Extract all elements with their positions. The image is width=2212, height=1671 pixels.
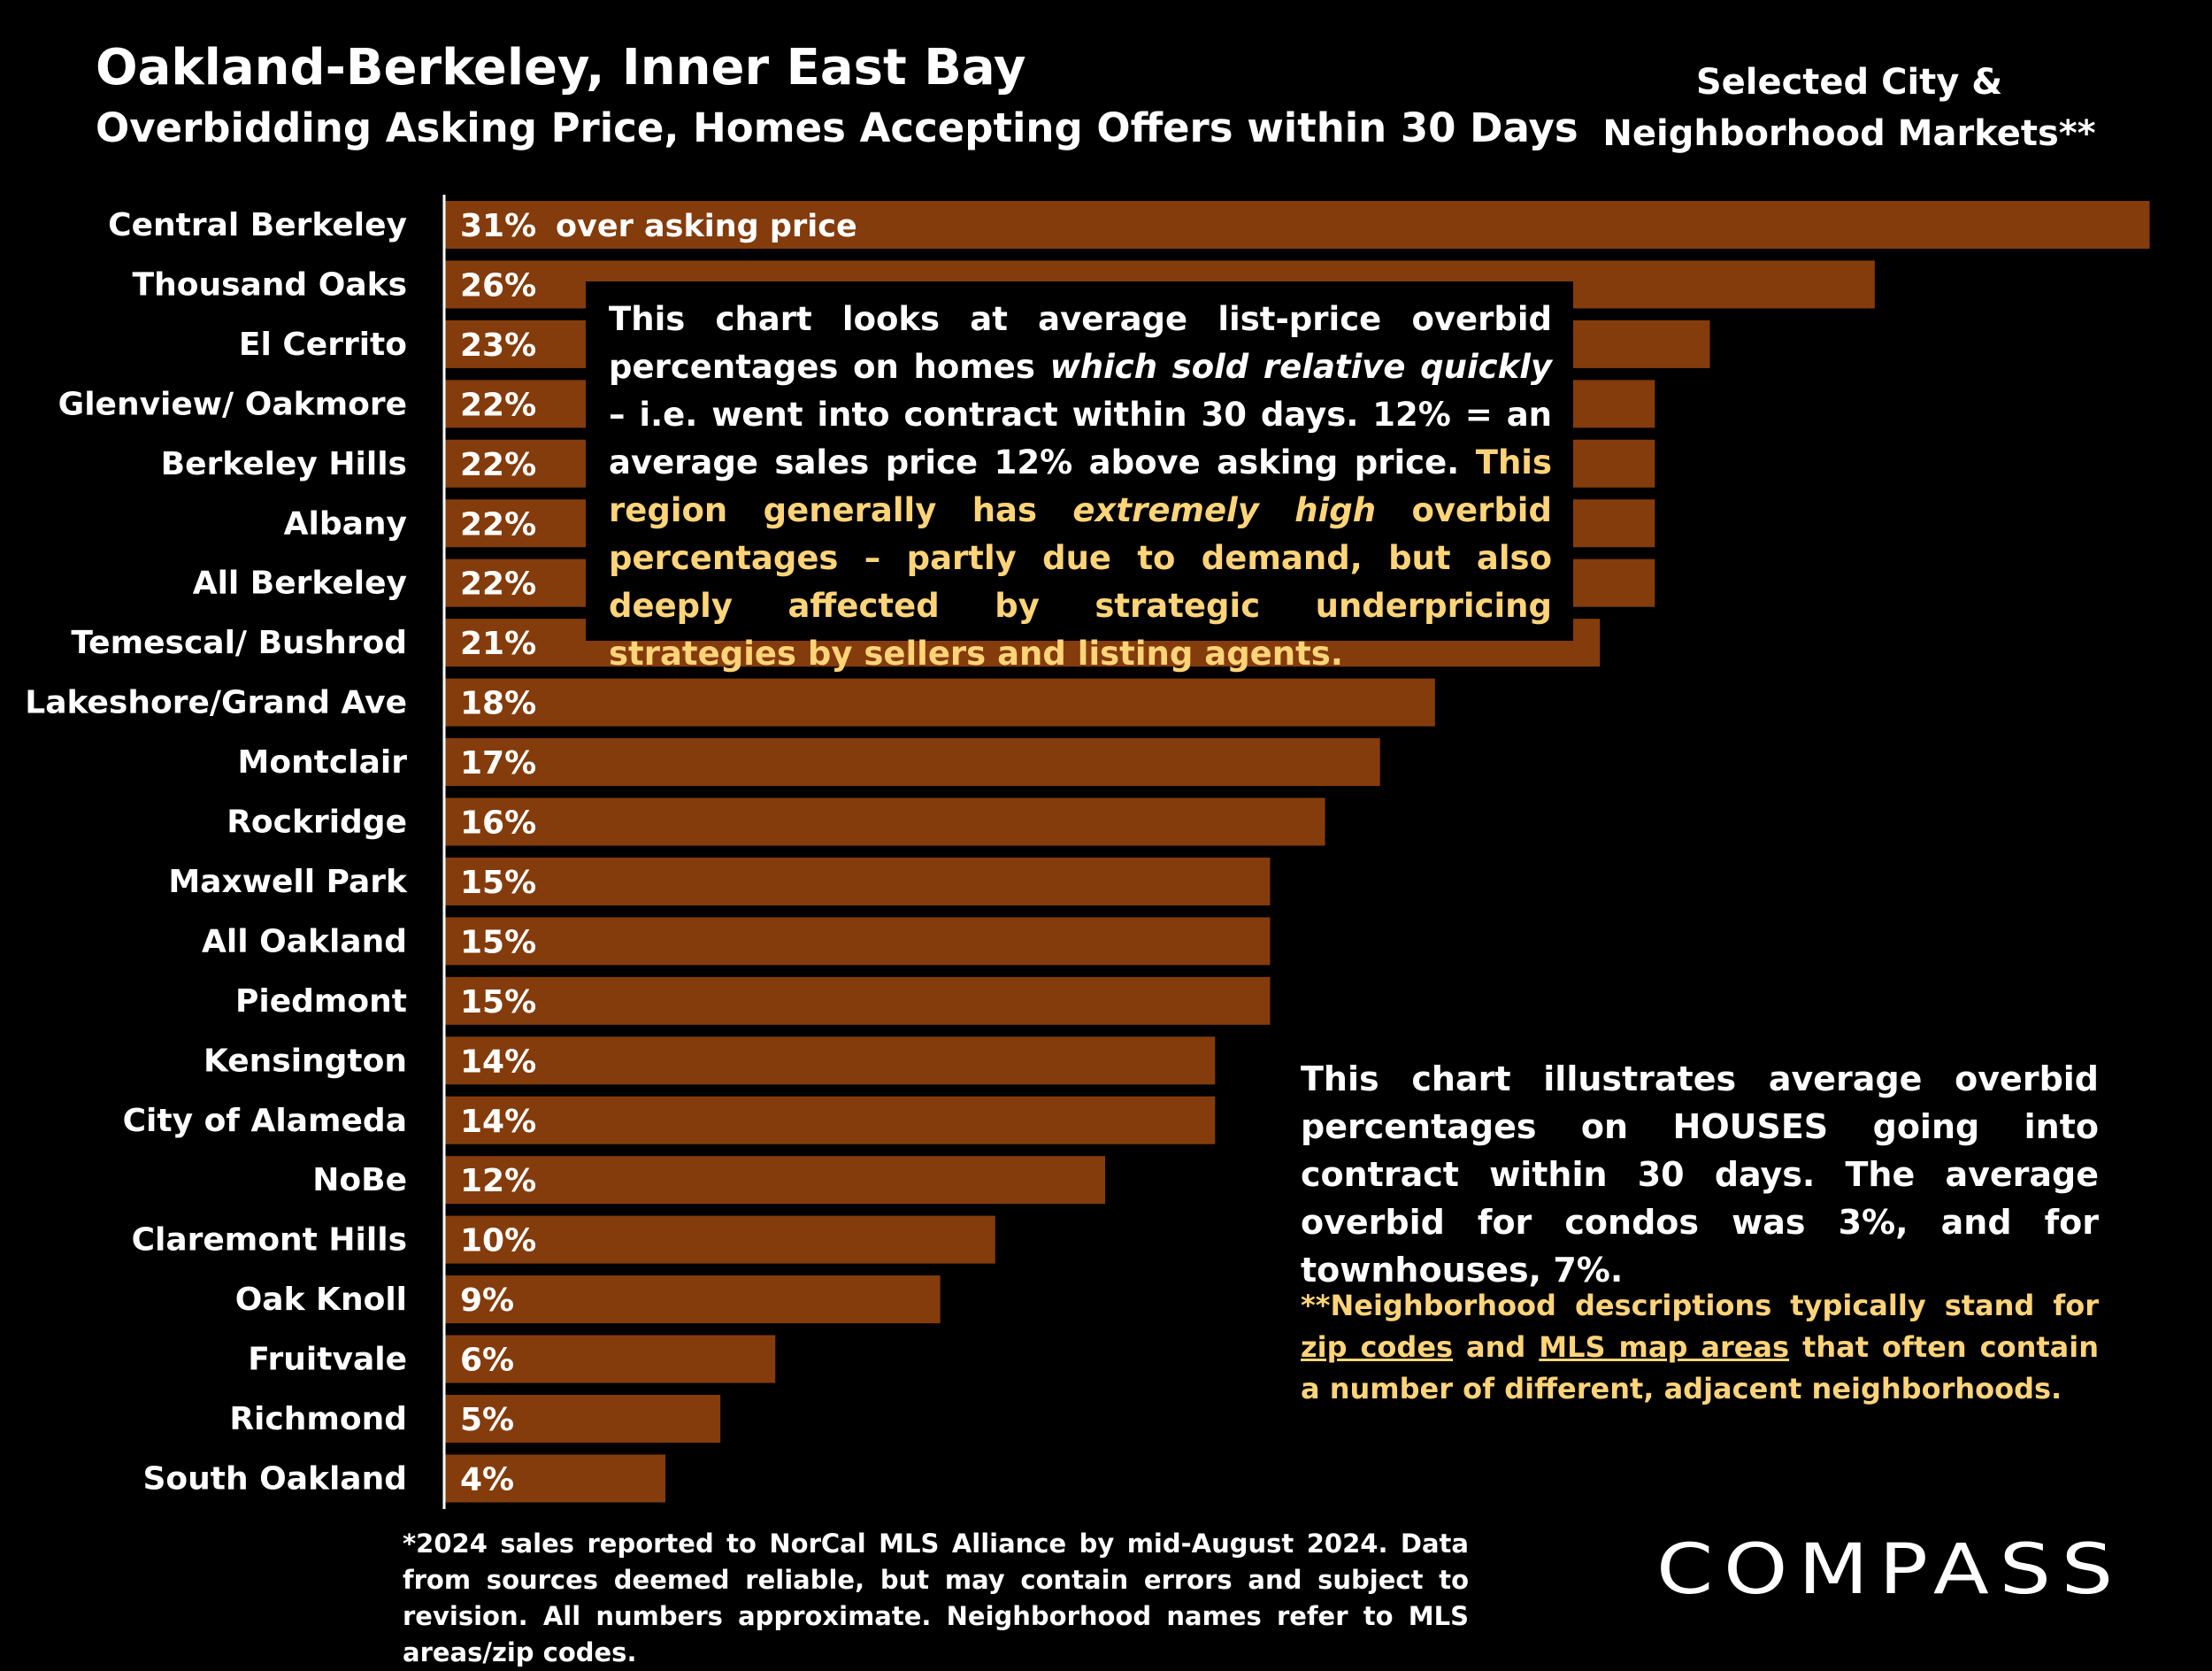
- data-label: 21%: [460, 626, 536, 662]
- footnote: *2024 sales reported to NorCal MLS Allia…: [403, 1529, 1469, 1667]
- neighborhood-note-text-3: that often contain a number of different…: [1301, 1330, 2100, 1405]
- category-label: Lakeshore/Grand Ave: [25, 685, 407, 721]
- bar: [445, 1395, 721, 1443]
- category-label: NoBe: [312, 1162, 407, 1198]
- mls-map-areas-link[interactable]: MLS map areas: [1539, 1330, 1790, 1364]
- data-label: 23%: [460, 327, 536, 364]
- explanation-highlight-1: This region generally has: [609, 443, 1552, 529]
- data-label: 31%: [460, 208, 536, 244]
- category-label: All Berkeley: [193, 566, 407, 602]
- bar: [445, 1096, 1216, 1144]
- bar: [445, 1156, 1106, 1205]
- data-label: 15%: [460, 924, 536, 960]
- houses-note: This chart illustrates average overbid p…: [1301, 1059, 2099, 1290]
- category-label: Central Berkeley: [108, 207, 407, 243]
- category-label: Temescal/ Bushrod: [71, 625, 407, 661]
- data-label: 15%: [460, 984, 536, 1020]
- compass-logo-text: COMPASS: [1656, 1530, 2124, 1606]
- data-label: 22%: [460, 387, 536, 423]
- explanation-text-2: – i.e. went into contract within 30 days…: [609, 396, 1552, 481]
- category-label: Kensington: [204, 1043, 407, 1079]
- category-label: Albany: [284, 505, 407, 542]
- data-label: 18%: [460, 686, 536, 722]
- data-label: 5%: [460, 1402, 514, 1438]
- category-label: Claremont Hills: [132, 1222, 407, 1259]
- selected-markets-label: Selected City & Neighborhood Markets**: [1566, 57, 2132, 159]
- explanation-highlight-2: overbid percentages – partly due to dema…: [609, 491, 1552, 673]
- explanation-box: This chart looks at average list-price o…: [586, 281, 1573, 673]
- bar: [445, 1275, 941, 1324]
- bar: [445, 201, 2150, 249]
- category-label: City of Alameda: [123, 1103, 407, 1139]
- selected-line-1: Selected City &: [1695, 62, 2003, 103]
- zip-codes-link[interactable]: zip codes: [1301, 1330, 1454, 1364]
- category-label: South Oakland: [142, 1460, 407, 1497]
- category-label: El Cerrito: [239, 327, 407, 363]
- bar: [445, 1215, 995, 1264]
- bar: [445, 1036, 1216, 1085]
- data-label: 16%: [460, 805, 536, 842]
- bar: [445, 1335, 776, 1383]
- category-label: Piedmont: [235, 983, 407, 1020]
- data-label: 14%: [460, 1104, 536, 1140]
- category-label: Richmond: [229, 1401, 407, 1437]
- data-label: 6%: [460, 1343, 514, 1379]
- category-label: Berkeley Hills: [161, 446, 407, 482]
- category-label: Fruitvale: [248, 1342, 407, 1378]
- data-label: 22%: [460, 566, 536, 603]
- compass-logo: COMPASS: [1656, 1530, 2124, 1606]
- category-label: Rockridge: [227, 805, 407, 841]
- bar: [445, 857, 1271, 905]
- neighborhood-note: **Neighborhood descriptions typically st…: [1301, 1285, 2099, 1410]
- category-label: All Oakland: [202, 923, 407, 959]
- chart-subtitle: Overbidding Asking Price, Homes Acceptin…: [96, 104, 1578, 151]
- category-label: Thousand Oaks: [133, 266, 407, 303]
- bar: [445, 917, 1271, 966]
- neighborhood-note-text-2: and: [1453, 1330, 1540, 1364]
- bar: [445, 678, 1435, 727]
- data-label: 22%: [460, 506, 536, 543]
- data-label: 14%: [460, 1043, 536, 1080]
- data-label: 17%: [460, 745, 536, 782]
- data-label: 4%: [460, 1461, 514, 1498]
- category-label: Maxwell Park: [168, 864, 408, 900]
- data-label: 10%: [460, 1223, 536, 1259]
- explanation-text-1: This chart looks at average list-price o…: [609, 300, 1552, 386]
- selected-line-2: Neighborhood Markets**: [1602, 113, 2096, 154]
- explanation-highlight-emphasis: extremely high: [1072, 491, 1377, 529]
- data-label: 12%: [460, 1163, 536, 1199]
- data-label: 15%: [460, 865, 536, 901]
- explanation-emphasis: which sold relative quickly: [1049, 348, 1552, 386]
- data-label: 9%: [460, 1282, 514, 1319]
- chart-title: Oakland-Berkeley, Inner East Bay: [96, 39, 1026, 96]
- data-label: 22%: [460, 447, 536, 483]
- category-label: Glenview/ Oakmore: [58, 386, 407, 422]
- category-label: Montclair: [238, 744, 408, 781]
- category-label: Oak Knoll: [235, 1282, 407, 1318]
- bar: [445, 1454, 666, 1503]
- bar-annotation: over asking price: [556, 209, 857, 244]
- bar: [445, 738, 1380, 787]
- neighborhood-note-text-1: **Neighborhood descriptions typically st…: [1301, 1289, 2099, 1322]
- data-label: 26%: [460, 267, 536, 304]
- bar: [445, 976, 1271, 1025]
- bar: [445, 797, 1325, 846]
